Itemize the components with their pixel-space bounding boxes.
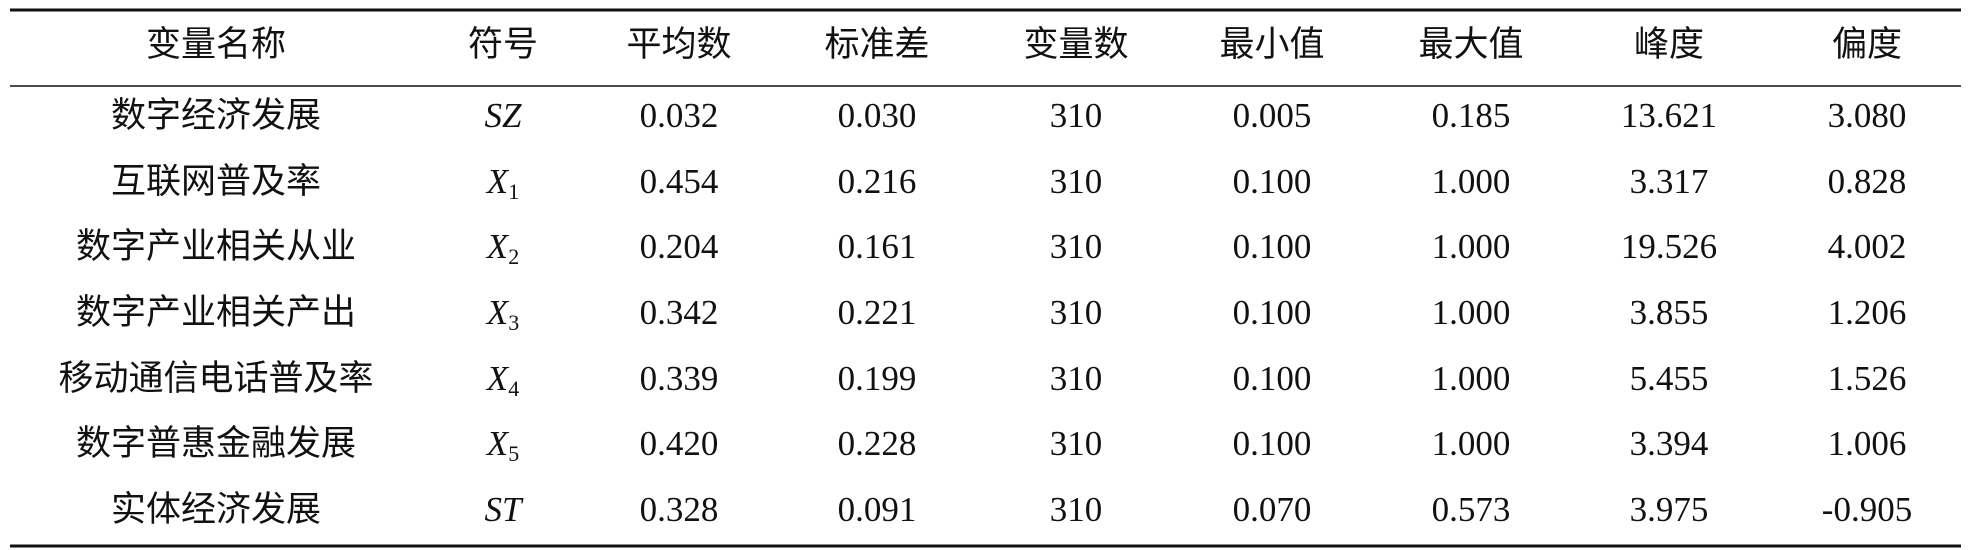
value-cell: 4.002 xyxy=(1828,227,1907,266)
value-cell: 0.100 xyxy=(1233,359,1312,398)
symbol: X3 xyxy=(485,293,519,335)
value-cell: 5.455 xyxy=(1630,359,1709,398)
header-cell: 符号 xyxy=(468,25,538,64)
header-cell: 平均数 xyxy=(626,25,731,64)
value-cell: 0.100 xyxy=(1233,227,1312,266)
variable-name: 互联网普及率 xyxy=(111,162,321,201)
symbol-base: ST xyxy=(485,490,525,529)
value-cell: 0.032 xyxy=(640,96,719,135)
value-cell: 3.855 xyxy=(1630,293,1709,332)
header-cell: 峰度 xyxy=(1634,25,1704,64)
value-cell: 3.317 xyxy=(1630,162,1709,201)
variable-name: 数字产业相关从业 xyxy=(76,227,356,266)
variable-name: 数字普惠金融发展 xyxy=(76,424,356,463)
header-cell: 最大值 xyxy=(1418,25,1523,64)
value-cell: 310 xyxy=(1050,293,1103,332)
header-cell: 偏度 xyxy=(1832,25,1902,64)
value-cell: 0.199 xyxy=(838,359,917,398)
symbol-base: X xyxy=(485,227,510,266)
value-cell: 310 xyxy=(1050,424,1103,463)
symbol-subscript: 2 xyxy=(508,244,519,269)
value-cell: 0.339 xyxy=(640,359,719,398)
value-cell: 0.100 xyxy=(1233,293,1312,332)
value-cell: 1.206 xyxy=(1828,293,1907,332)
symbol-subscript: 4 xyxy=(508,376,519,401)
value-cell: 1.000 xyxy=(1432,293,1511,332)
symbol-subscript: 5 xyxy=(508,441,519,466)
value-cell: 0.228 xyxy=(838,424,917,463)
variable-name: 数字产业相关产出 xyxy=(76,293,356,332)
symbol-subscript: 1 xyxy=(508,179,519,204)
value-cell: 310 xyxy=(1050,227,1103,266)
value-cell: 0.091 xyxy=(838,490,917,529)
value-cell: 310 xyxy=(1050,490,1103,529)
value-cell: 0.216 xyxy=(838,162,917,201)
header-cell: 变量数 xyxy=(1023,25,1128,64)
symbol-base: SZ xyxy=(485,96,523,135)
value-cell: 3.975 xyxy=(1630,490,1709,529)
header-cell: 变量名称 xyxy=(146,25,286,64)
value-cell: 13.621 xyxy=(1621,96,1717,135)
value-cell: 310 xyxy=(1050,162,1103,201)
symbol: X5 xyxy=(485,424,519,466)
value-cell: 0.030 xyxy=(838,96,917,135)
value-cell: 0.828 xyxy=(1828,162,1907,201)
value-cell: 0.454 xyxy=(640,162,719,201)
symbol: X1 xyxy=(485,162,519,204)
symbol: ST xyxy=(485,490,525,529)
symbol: X4 xyxy=(485,359,519,401)
value-cell: 0.100 xyxy=(1233,162,1312,201)
value-cell: 1.006 xyxy=(1828,424,1907,463)
value-cell: 0.070 xyxy=(1233,490,1312,529)
symbol: X2 xyxy=(485,227,519,269)
variable-name: 移动通信电话普及率 xyxy=(58,359,373,398)
value-cell: 310 xyxy=(1050,359,1103,398)
value-cell: 0.161 xyxy=(838,227,917,266)
value-cell: 0.420 xyxy=(640,424,719,463)
value-cell: 0.005 xyxy=(1233,96,1312,135)
symbol-base: X xyxy=(485,162,510,201)
value-cell: 19.526 xyxy=(1621,227,1717,266)
value-cell: 0.221 xyxy=(838,293,917,332)
value-cell: 0.100 xyxy=(1233,424,1312,463)
symbol-base: X xyxy=(485,359,510,398)
value-cell: 1.000 xyxy=(1432,424,1511,463)
header-cell: 标准差 xyxy=(824,25,929,64)
symbol-subscript: 3 xyxy=(508,310,519,335)
value-cell: 3.080 xyxy=(1828,96,1907,135)
value-cell: 1.000 xyxy=(1432,162,1511,201)
symbol-base: X xyxy=(485,424,510,463)
value-cell: 0.204 xyxy=(640,227,719,266)
symbol-base: X xyxy=(485,293,510,332)
symbol: SZ xyxy=(485,96,523,135)
value-cell: 1.000 xyxy=(1432,359,1511,398)
header-cell: 最小值 xyxy=(1219,25,1324,64)
variable-name: 实体经济发展 xyxy=(111,490,321,529)
value-cell: -0.905 xyxy=(1822,490,1912,529)
value-cell: 0.342 xyxy=(640,293,719,332)
value-cell: 1.000 xyxy=(1432,227,1511,266)
value-cell: 0.328 xyxy=(640,490,719,529)
variable-name: 数字经济发展 xyxy=(111,96,321,135)
value-cell: 0.573 xyxy=(1432,490,1511,529)
value-cell: 1.526 xyxy=(1828,359,1907,398)
value-cell: 3.394 xyxy=(1630,424,1709,463)
value-cell: 310 xyxy=(1050,96,1103,135)
value-cell: 0.185 xyxy=(1432,96,1511,135)
